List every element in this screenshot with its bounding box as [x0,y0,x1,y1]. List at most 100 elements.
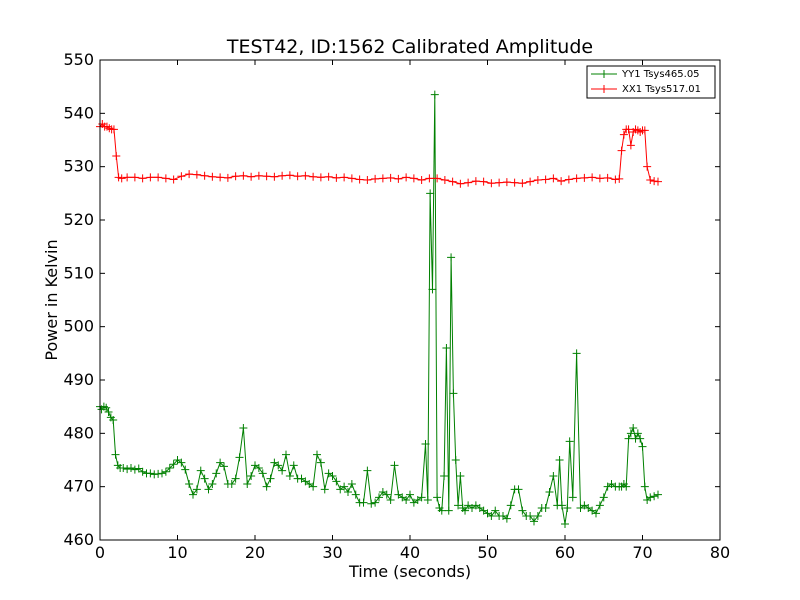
series-layer [96,90,662,528]
data-point-yy1 [123,465,132,474]
data-point-xx1 [603,173,612,182]
data-point-xx1 [293,172,302,181]
data-point-yy1 [491,506,500,515]
data-point-yy1 [347,480,356,488]
data-point-yy1 [526,512,535,520]
data-point-yy1 [386,496,395,504]
data-point-yy1 [624,434,633,443]
legend: YY1 Tsys465.05 XX1 Tsys517.01 [586,65,716,99]
data-point-xx1 [615,174,624,183]
data-point-xx1 [270,172,279,181]
data-point-yy1 [254,464,263,472]
data-point-xx1 [216,173,225,182]
data-point-yy1 [266,474,275,483]
data-point-yy1 [161,467,170,476]
data-point-xx1 [640,126,649,135]
data-point-xx1 [247,172,256,181]
data-point-yy1 [382,490,391,499]
data-point-yy1 [109,416,118,424]
data-point-yy1 [340,482,349,491]
data-point-yy1 [177,458,186,467]
x-tick-label: 60 [555,543,575,562]
data-point-xx1 [624,125,633,134]
data-point-yy1 [239,424,248,432]
data-point-xx1 [502,178,511,187]
data-point-yy1 [375,493,383,502]
data-point-yy1 [282,450,290,459]
y-tick-label: 480 [63,423,94,442]
data-point-xx1 [541,175,550,184]
data-point-yy1 [262,482,271,491]
data-point-yy1 [561,520,569,528]
data-point-xx1 [572,174,581,183]
data-point-yy1 [309,482,318,491]
legend-label-yy1: YY1 Tsys465.05 [621,69,700,80]
x-tick-label: 10 [167,543,187,562]
data-point-xx1 [185,170,194,179]
data-point-yy1 [146,469,155,478]
data-point-yy1 [278,466,287,475]
series-xx1 [96,120,662,188]
data-point-xx1 [332,173,341,182]
data-point-yy1 [313,450,321,459]
data-point-yy1 [440,472,449,480]
data-point-yy1 [285,472,294,480]
data-point-yy1 [444,506,453,515]
data-point-yy1 [150,470,159,479]
data-point-xx1 [417,176,426,184]
y-axis-label: Power in Kelvin [42,239,61,360]
data-point-yy1 [654,490,662,499]
data-point-xx1 [285,171,294,180]
data-point-yy1 [208,480,217,488]
data-point-yy1 [185,480,194,488]
data-point-xx1 [262,172,271,181]
data-point-yy1 [235,453,244,462]
data-point-yy1 [506,501,515,510]
data-point-yy1 [154,469,163,478]
data-point-yy1 [545,488,554,496]
data-point-yy1 [102,403,111,412]
y-tick-label: 460 [63,530,94,549]
data-point-xx1 [378,174,387,183]
data-point-yy1 [568,493,577,502]
data-point-xx1 [564,175,573,184]
data-point-xx1 [549,174,558,183]
data-point-xx1 [316,173,325,182]
data-point-xx1 [386,173,395,182]
data-point-xx1 [654,177,662,186]
data-point-xx1 [177,172,186,181]
data-point-yy1 [169,460,178,469]
x-tick-label: 50 [477,543,497,562]
data-point-yy1 [371,498,380,507]
data-point-yy1 [200,474,209,483]
data-point-yy1 [454,501,463,510]
data-point-xx1 [146,173,155,182]
data-point-xx1 [109,125,118,134]
data-point-yy1 [592,509,600,518]
data-point-yy1 [104,408,113,416]
data-point-yy1 [599,493,608,502]
data-point-yy1 [433,493,442,502]
data-point-yy1 [402,496,411,504]
data-point-yy1 [456,472,465,480]
data-point-yy1 [514,485,523,494]
y-tick-label: 550 [63,50,94,69]
legend-box [586,65,716,99]
chart-title: TEST42, ID:1562 Calibrated Amplitude [226,36,593,58]
ticks-layer: 0 10 20 30 40 50 60 70 80 460 470 480 490 500 510 520 53… [63,50,730,562]
data-point-xx1 [123,173,132,182]
data-point-yy1 [487,512,496,520]
data-point-yy1 [541,504,550,512]
data-point-yy1 [565,437,574,446]
data-point-xx1 [161,174,170,183]
data-point-xx1 [278,171,287,180]
data-point-xx1 [154,173,163,182]
x-axis-label: Time (seconds) [348,562,471,581]
data-point-yy1 [119,464,128,472]
x-tick-label: 30 [322,543,342,562]
data-point-xx1 [363,176,372,184]
data-point-xx1 [448,177,457,186]
data-point-xx1 [433,174,442,183]
data-point-xx1 [324,172,333,181]
data-point-xx1 [580,173,589,182]
